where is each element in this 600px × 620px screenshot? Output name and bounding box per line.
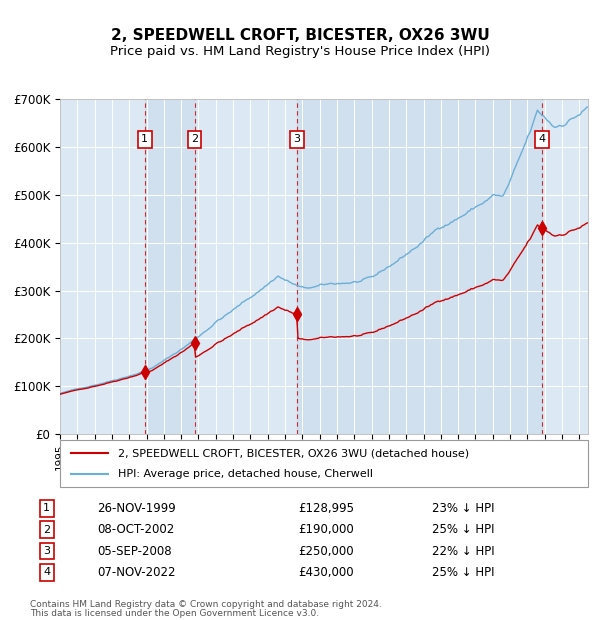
Text: This data is licensed under the Open Government Licence v3.0.: This data is licensed under the Open Gov… — [30, 609, 319, 618]
Text: 2, SPEEDWELL CROFT, BICESTER, OX26 3WU: 2, SPEEDWELL CROFT, BICESTER, OX26 3WU — [110, 28, 490, 43]
Text: 2, SPEEDWELL CROFT, BICESTER, OX26 3WU (detached house): 2, SPEEDWELL CROFT, BICESTER, OX26 3WU (… — [118, 448, 469, 458]
Text: £190,000: £190,000 — [298, 523, 353, 536]
Text: 3: 3 — [293, 135, 301, 144]
Text: £430,000: £430,000 — [298, 566, 353, 579]
Text: 2: 2 — [43, 525, 50, 534]
Text: 07-NOV-2022: 07-NOV-2022 — [97, 566, 175, 579]
Text: £250,000: £250,000 — [298, 544, 353, 557]
Text: 22% ↓ HPI: 22% ↓ HPI — [432, 544, 494, 557]
Text: 08-OCT-2002: 08-OCT-2002 — [97, 523, 174, 536]
Text: 23% ↓ HPI: 23% ↓ HPI — [432, 502, 494, 515]
Bar — [297, 99, 542, 434]
Text: 2: 2 — [191, 135, 198, 144]
Text: £128,995: £128,995 — [298, 502, 354, 515]
Text: 25% ↓ HPI: 25% ↓ HPI — [432, 523, 494, 536]
Text: 3: 3 — [43, 546, 50, 556]
Text: 1: 1 — [43, 503, 50, 513]
Text: 25% ↓ HPI: 25% ↓ HPI — [432, 566, 494, 579]
Text: 05-SEP-2008: 05-SEP-2008 — [97, 544, 172, 557]
Text: Contains HM Land Registry data © Crown copyright and database right 2024.: Contains HM Land Registry data © Crown c… — [30, 600, 382, 609]
Text: 4: 4 — [43, 567, 50, 577]
Text: HPI: Average price, detached house, Cherwell: HPI: Average price, detached house, Cher… — [118, 469, 373, 479]
Text: 26-NOV-1999: 26-NOV-1999 — [97, 502, 176, 515]
Text: Price paid vs. HM Land Registry's House Price Index (HPI): Price paid vs. HM Land Registry's House … — [110, 45, 490, 58]
Text: 4: 4 — [539, 135, 545, 144]
FancyBboxPatch shape — [60, 440, 588, 487]
Text: 1: 1 — [142, 135, 148, 144]
Bar — [145, 99, 194, 434]
